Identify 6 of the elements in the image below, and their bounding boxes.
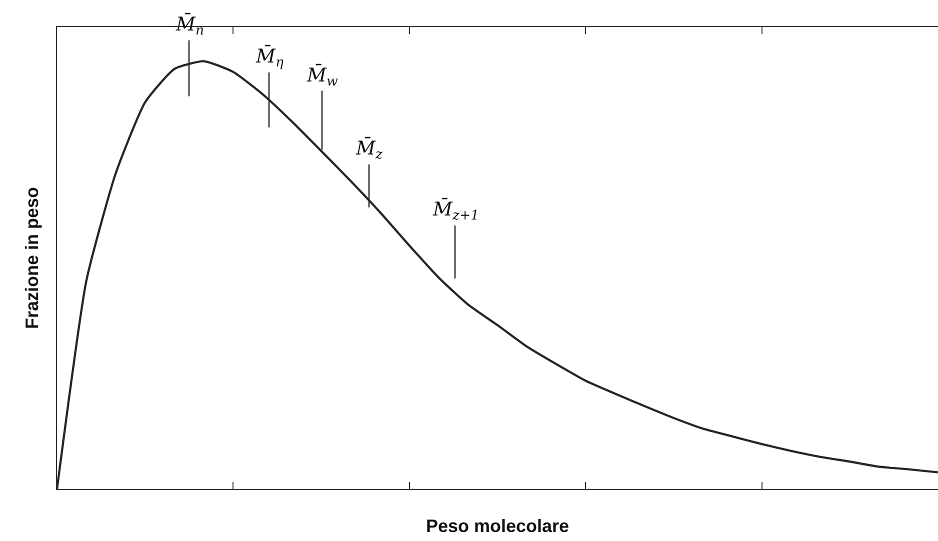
x-axis-title: Peso molecolare [426,516,570,536]
annotation: M̄$_{z+1}$ [432,197,480,224]
annotation: M̄$_{w}$ [306,63,338,90]
annotation: M̄$_{η}$ [255,44,284,70]
annotation: M̄$_{z}$ [355,136,384,162]
y-axis-title: Frazione in peso [22,186,42,330]
